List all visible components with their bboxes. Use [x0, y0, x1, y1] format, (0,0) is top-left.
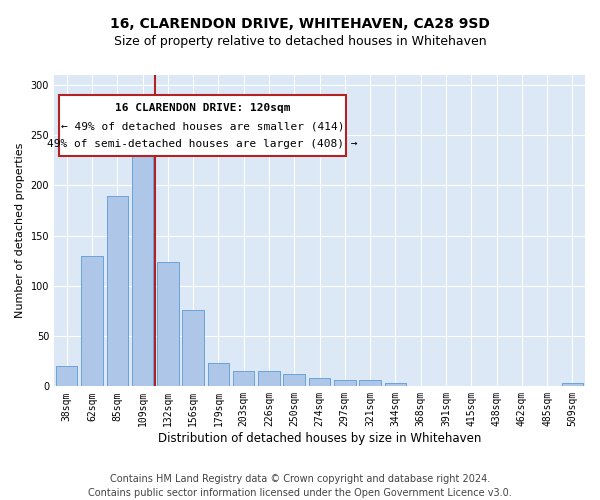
Bar: [182, 310, 204, 386]
Bar: [81, 256, 103, 386]
Bar: [56, 366, 77, 386]
Text: Contains HM Land Registry data © Crown copyright and database right 2024.
Contai: Contains HM Land Registry data © Crown c…: [88, 474, 512, 498]
Bar: [334, 380, 356, 386]
Text: 16, CLARENDON DRIVE, WHITEHAVEN, CA28 9SD: 16, CLARENDON DRIVE, WHITEHAVEN, CA28 9S…: [110, 18, 490, 32]
Text: Size of property relative to detached houses in Whitehaven: Size of property relative to detached ho…: [113, 35, 487, 48]
Text: 16 CLARENDON DRIVE: 120sqm: 16 CLARENDON DRIVE: 120sqm: [115, 103, 290, 113]
Bar: [233, 372, 254, 386]
Bar: [157, 262, 179, 386]
Bar: [283, 374, 305, 386]
Text: ← 49% of detached houses are smaller (414): ← 49% of detached houses are smaller (41…: [61, 122, 344, 132]
Bar: [107, 196, 128, 386]
Bar: [385, 384, 406, 386]
Bar: [132, 148, 153, 386]
Bar: [258, 372, 280, 386]
Bar: [309, 378, 330, 386]
Bar: [208, 363, 229, 386]
FancyBboxPatch shape: [59, 95, 346, 156]
Text: 49% of semi-detached houses are larger (408) →: 49% of semi-detached houses are larger (…: [47, 139, 358, 149]
X-axis label: Distribution of detached houses by size in Whitehaven: Distribution of detached houses by size …: [158, 432, 481, 445]
Bar: [562, 384, 583, 386]
Y-axis label: Number of detached properties: Number of detached properties: [15, 143, 25, 318]
Bar: [359, 380, 381, 386]
